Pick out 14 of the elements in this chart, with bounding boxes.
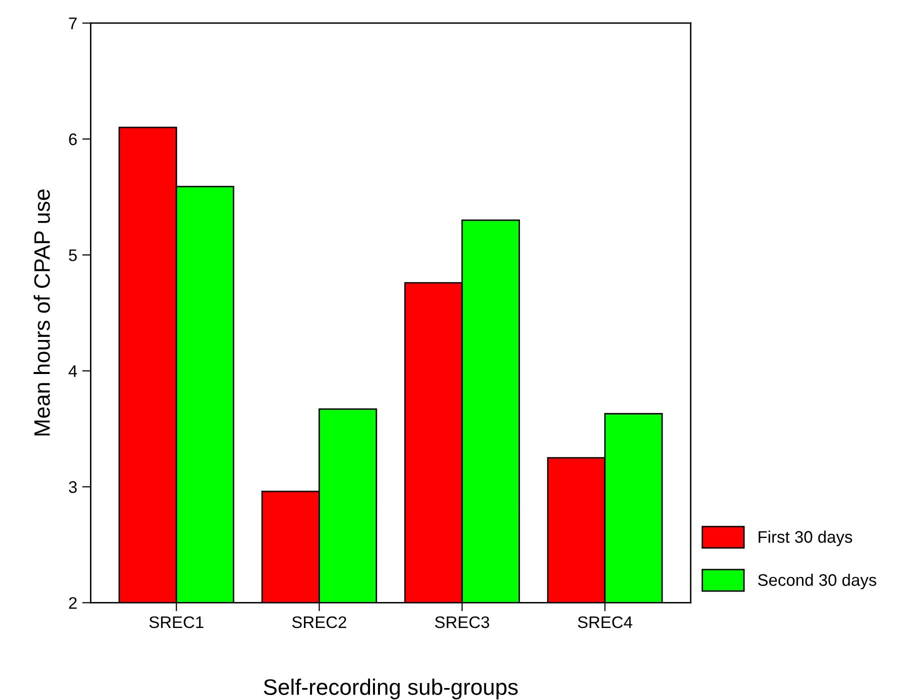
y-tick-label: 5 xyxy=(68,250,77,262)
y-axis-title: Mean hours of CPAP use xyxy=(34,190,50,436)
x-axis-title: Self-recording sub-groups xyxy=(264,678,518,700)
x-tick-label: SREC2 xyxy=(292,616,346,628)
legend-label: Second 30 days xyxy=(758,574,876,590)
y-tick-label: 3 xyxy=(68,481,77,493)
y-tick-label: 6 xyxy=(69,133,77,146)
y-tick-label: 4 xyxy=(68,365,78,377)
y-tick-label: 7 xyxy=(69,18,77,30)
x-tick-label: SREC1 xyxy=(149,616,204,628)
legend-label: First 30 days xyxy=(758,530,852,546)
y-tick-label: 2 xyxy=(69,597,77,609)
x-tick-label: SREC4 xyxy=(578,616,632,628)
x-tick-label: SREC3 xyxy=(435,616,490,628)
